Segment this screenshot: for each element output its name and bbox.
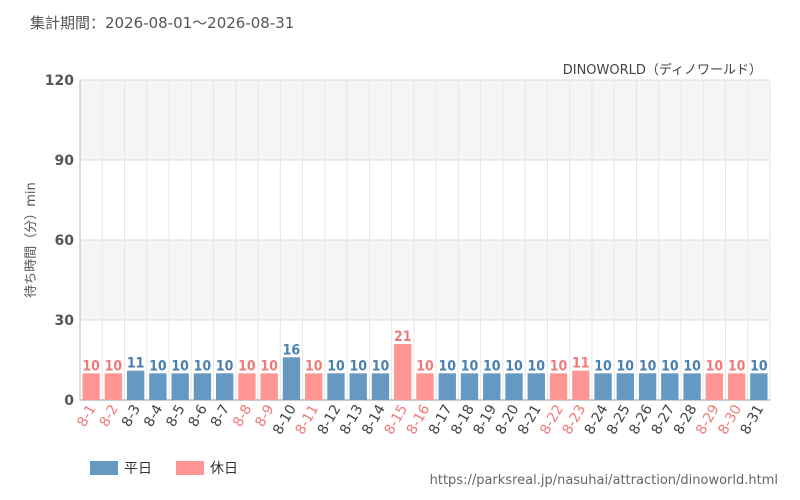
bar-8-8 bbox=[238, 373, 256, 400]
y-tick-label: 90 bbox=[55, 153, 75, 169]
data-label-8-25: 10 bbox=[617, 358, 635, 374]
bar-8-12 bbox=[327, 373, 345, 400]
data-label-8-13: 10 bbox=[349, 358, 367, 374]
x-tick-label-8-4: 8-4 bbox=[141, 402, 166, 430]
data-label-8-11: 10 bbox=[305, 358, 323, 374]
data-label-8-30: 10 bbox=[728, 358, 746, 374]
bar-8-13 bbox=[349, 373, 367, 400]
data-label-8-20: 10 bbox=[505, 358, 523, 374]
data-label-8-31: 10 bbox=[750, 358, 768, 374]
data-label-8-4: 10 bbox=[149, 358, 167, 374]
bar-8-15 bbox=[394, 344, 412, 400]
legend-item-holiday: 休日 bbox=[176, 458, 238, 478]
bar-8-14 bbox=[371, 373, 390, 400]
data-label-8-27: 10 bbox=[661, 358, 679, 374]
bar-8-24 bbox=[594, 373, 612, 400]
bar-8-21 bbox=[527, 373, 545, 400]
bar-8-27 bbox=[661, 373, 679, 400]
bar-8-6 bbox=[193, 373, 212, 400]
bars-group bbox=[82, 344, 768, 400]
bar-8-4 bbox=[149, 373, 167, 400]
data-label-8-8: 10 bbox=[238, 358, 256, 374]
x-tick-label-8-5: 8-5 bbox=[163, 402, 188, 430]
y-tick-label: 30 bbox=[55, 313, 75, 329]
data-label-8-21: 10 bbox=[528, 358, 546, 374]
x-tick-label-8-8: 8-8 bbox=[230, 402, 255, 430]
data-label-8-16: 10 bbox=[416, 358, 434, 374]
data-label-8-1: 10 bbox=[82, 358, 100, 374]
bar-8-7 bbox=[215, 373, 234, 400]
bar-8-30 bbox=[727, 373, 746, 400]
legend: 平日 休日 bbox=[90, 458, 238, 478]
x-tick-label-8-3: 8-3 bbox=[119, 402, 144, 430]
bar-8-2 bbox=[104, 373, 123, 400]
source-url: https://parksreal.jp/nasuhai/attraction/… bbox=[429, 473, 778, 488]
legend-swatch-weekday bbox=[90, 461, 118, 475]
data-label-8-29: 10 bbox=[706, 358, 724, 374]
bar-8-29 bbox=[705, 373, 724, 400]
bar-8-22 bbox=[549, 373, 568, 400]
bar-8-26 bbox=[638, 373, 657, 400]
legend-label-holiday: 休日 bbox=[210, 461, 238, 477]
x-tick-label-8-6: 8-6 bbox=[186, 402, 211, 430]
bar-8-10 bbox=[282, 357, 301, 400]
data-label-8-12: 10 bbox=[327, 358, 345, 374]
bar-8-3 bbox=[126, 370, 145, 400]
x-tick-label-8-7: 8-7 bbox=[208, 402, 233, 430]
plot-band bbox=[80, 160, 770, 240]
data-label-8-9: 10 bbox=[260, 358, 278, 374]
data-label-8-17: 10 bbox=[438, 358, 456, 374]
legend-label-weekday: 平日 bbox=[124, 461, 152, 477]
y-axis-label: 待ち時間（分）min bbox=[24, 182, 39, 298]
bar-8-16 bbox=[416, 373, 434, 400]
bar-8-28 bbox=[683, 373, 701, 400]
data-label-8-14: 10 bbox=[372, 358, 390, 374]
bar-8-19 bbox=[483, 373, 501, 400]
data-label-8-5: 10 bbox=[171, 358, 189, 374]
data-label-8-18: 10 bbox=[461, 358, 479, 374]
data-label-8-22: 10 bbox=[550, 358, 568, 374]
chart-title: DINOWORLD（ディノワールド） bbox=[563, 62, 762, 78]
grid-lines bbox=[79, 79, 771, 401]
y-tick-label: 0 bbox=[64, 393, 74, 409]
y-tick-label: 60 bbox=[55, 233, 75, 249]
period-label: 集計期間：2026-08-01～2026-08-31 bbox=[30, 14, 295, 32]
data-label-8-10: 16 bbox=[283, 342, 301, 358]
y-tick-label: 120 bbox=[45, 73, 74, 89]
data-label-8-2: 10 bbox=[105, 358, 123, 374]
plot-band bbox=[80, 80, 770, 160]
legend-item-weekday: 平日 bbox=[90, 458, 152, 478]
bar-8-20 bbox=[505, 373, 523, 400]
data-label-8-19: 10 bbox=[483, 358, 501, 374]
bar-8-17 bbox=[438, 373, 456, 400]
bar-8-31 bbox=[750, 373, 768, 400]
bar-8-1 bbox=[82, 373, 100, 400]
data-label-8-7: 10 bbox=[216, 358, 234, 374]
bar-8-11 bbox=[305, 373, 323, 400]
data-label-8-3: 11 bbox=[127, 356, 145, 372]
bar-8-5 bbox=[171, 373, 189, 400]
data-label-8-28: 10 bbox=[683, 358, 701, 374]
bar-8-18 bbox=[460, 373, 479, 400]
data-label-8-6: 10 bbox=[194, 358, 212, 374]
data-label-8-24: 10 bbox=[594, 358, 612, 374]
data-label-8-15: 21 bbox=[394, 329, 412, 345]
data-label-8-23: 11 bbox=[572, 356, 590, 372]
bar-8-23 bbox=[572, 370, 590, 400]
x-tick-label-8-31: 8-31 bbox=[738, 402, 768, 438]
bar-8-25 bbox=[616, 373, 635, 400]
plot-band bbox=[80, 240, 770, 320]
legend-swatch-holiday bbox=[176, 461, 204, 475]
data-label-8-26: 10 bbox=[639, 358, 657, 374]
x-tick-labels: 8-18-28-38-48-58-68-78-88-98-108-118-128… bbox=[74, 402, 767, 438]
x-tick-label-8-1: 8-1 bbox=[74, 402, 99, 430]
x-tick-label-8-2: 8-2 bbox=[97, 402, 122, 430]
bar-8-9 bbox=[260, 373, 278, 400]
y-tick-labels: 0 30 60 90 120 bbox=[45, 73, 74, 409]
